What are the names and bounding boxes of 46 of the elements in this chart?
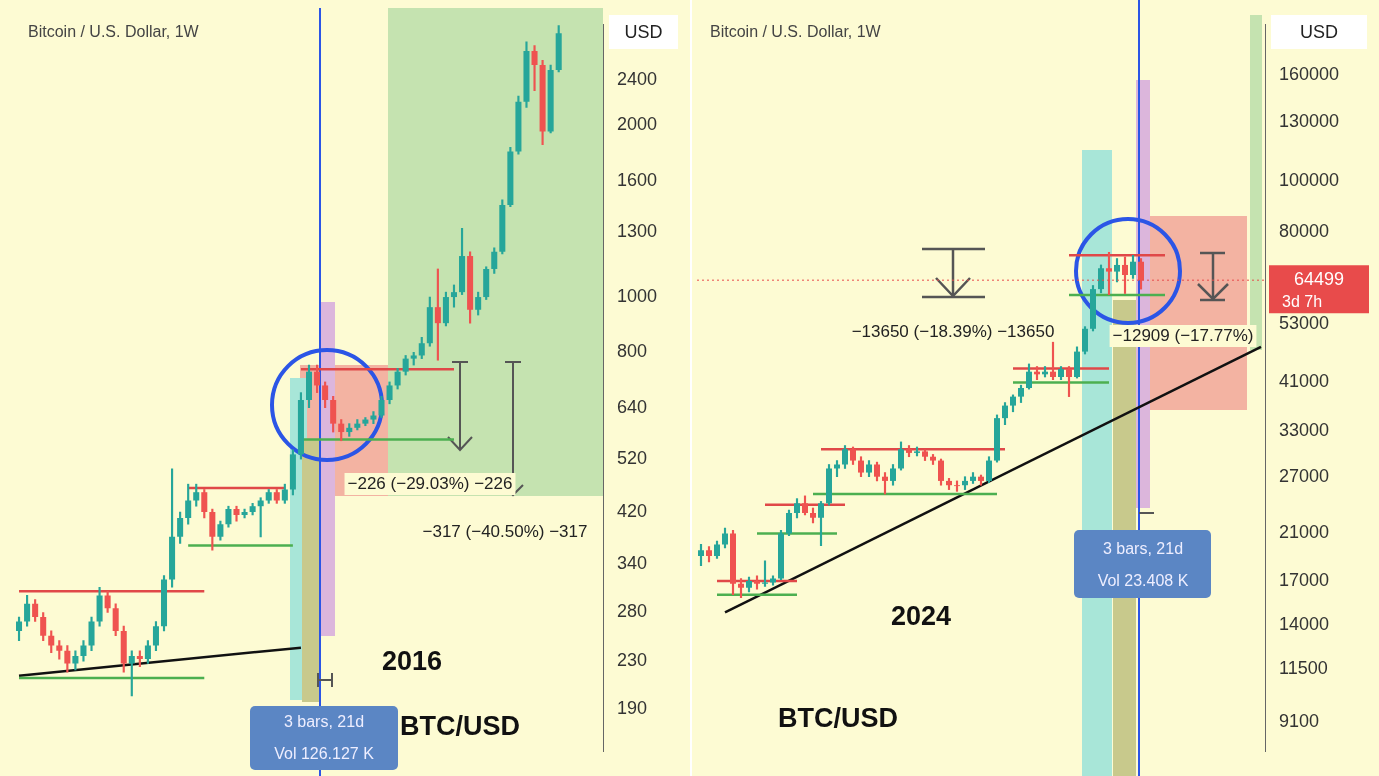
annotation: −13650 (−18.39%) −13650	[851, 321, 1055, 341]
y-tick-label: 640	[617, 396, 648, 417]
ref-line-label: 64499	[1293, 269, 1345, 290]
y-tick-label: 2000	[617, 114, 658, 135]
y-tick-label: 280	[617, 601, 648, 622]
y-tick-label: 340	[617, 553, 648, 574]
y-tick-label: 190	[617, 697, 648, 718]
y-tick-label: 160000	[1279, 64, 1340, 85]
y-tick-label: 33000	[1279, 420, 1330, 441]
annotation: 3 bars, 21d	[1102, 540, 1184, 558]
y-tick-label: 800	[617, 341, 648, 362]
chart-title: Bitcoin / U.S. Dollar, 1W	[28, 23, 200, 41]
y-tick-label: 1000	[617, 286, 658, 307]
candlestick	[531, 45, 538, 91]
y-axis-title: USD	[1299, 21, 1339, 42]
y-tick-label: 80000	[1279, 220, 1330, 241]
y-tick-label: 14000	[1279, 613, 1330, 634]
text: 3d 7h	[1281, 293, 1323, 311]
annotation: 3 bars, 21d	[283, 713, 365, 731]
y-tick-label: 17000	[1279, 570, 1330, 591]
annotation: 2016	[381, 646, 443, 677]
chart-title: Bitcoin / U.S. Dollar, 1W	[710, 23, 882, 41]
annotation: −12909 (−17.77%)	[1112, 325, 1254, 345]
y-tick-label: 27000	[1279, 465, 1330, 486]
y-tick-label: 2400	[617, 69, 658, 90]
annotation: Vol 23.408 K	[1097, 572, 1189, 590]
y-tick-label: 420	[617, 501, 648, 522]
y-tick-label: 21000	[1279, 522, 1330, 543]
annotation: BTC/USD	[400, 711, 520, 742]
candlestick	[370, 411, 377, 424]
y-tick-label: 130000	[1279, 110, 1340, 131]
y-tick-label: 520	[617, 448, 648, 469]
y-tick-label: 41000	[1279, 371, 1330, 392]
annotation: BTC/USD	[778, 703, 898, 734]
annotation: −317 (−40.50%) −317	[422, 521, 588, 541]
annotation: 2024	[890, 601, 952, 632]
y-tick-label: 1300	[617, 221, 658, 242]
y-tick-label: 53000	[1279, 313, 1330, 334]
y-axis-title: USD	[624, 21, 663, 42]
y-tick-label: 9100	[1279, 711, 1320, 732]
annotation: −226 (−29.03%) −226	[347, 473, 513, 493]
y-tick-label: 100000	[1279, 170, 1340, 191]
annotation: Vol 126.127 K	[274, 745, 375, 763]
y-tick-label: 11500	[1279, 658, 1328, 679]
y-tick-label: 230	[617, 650, 648, 671]
y-tick-label: 1600	[617, 169, 658, 190]
